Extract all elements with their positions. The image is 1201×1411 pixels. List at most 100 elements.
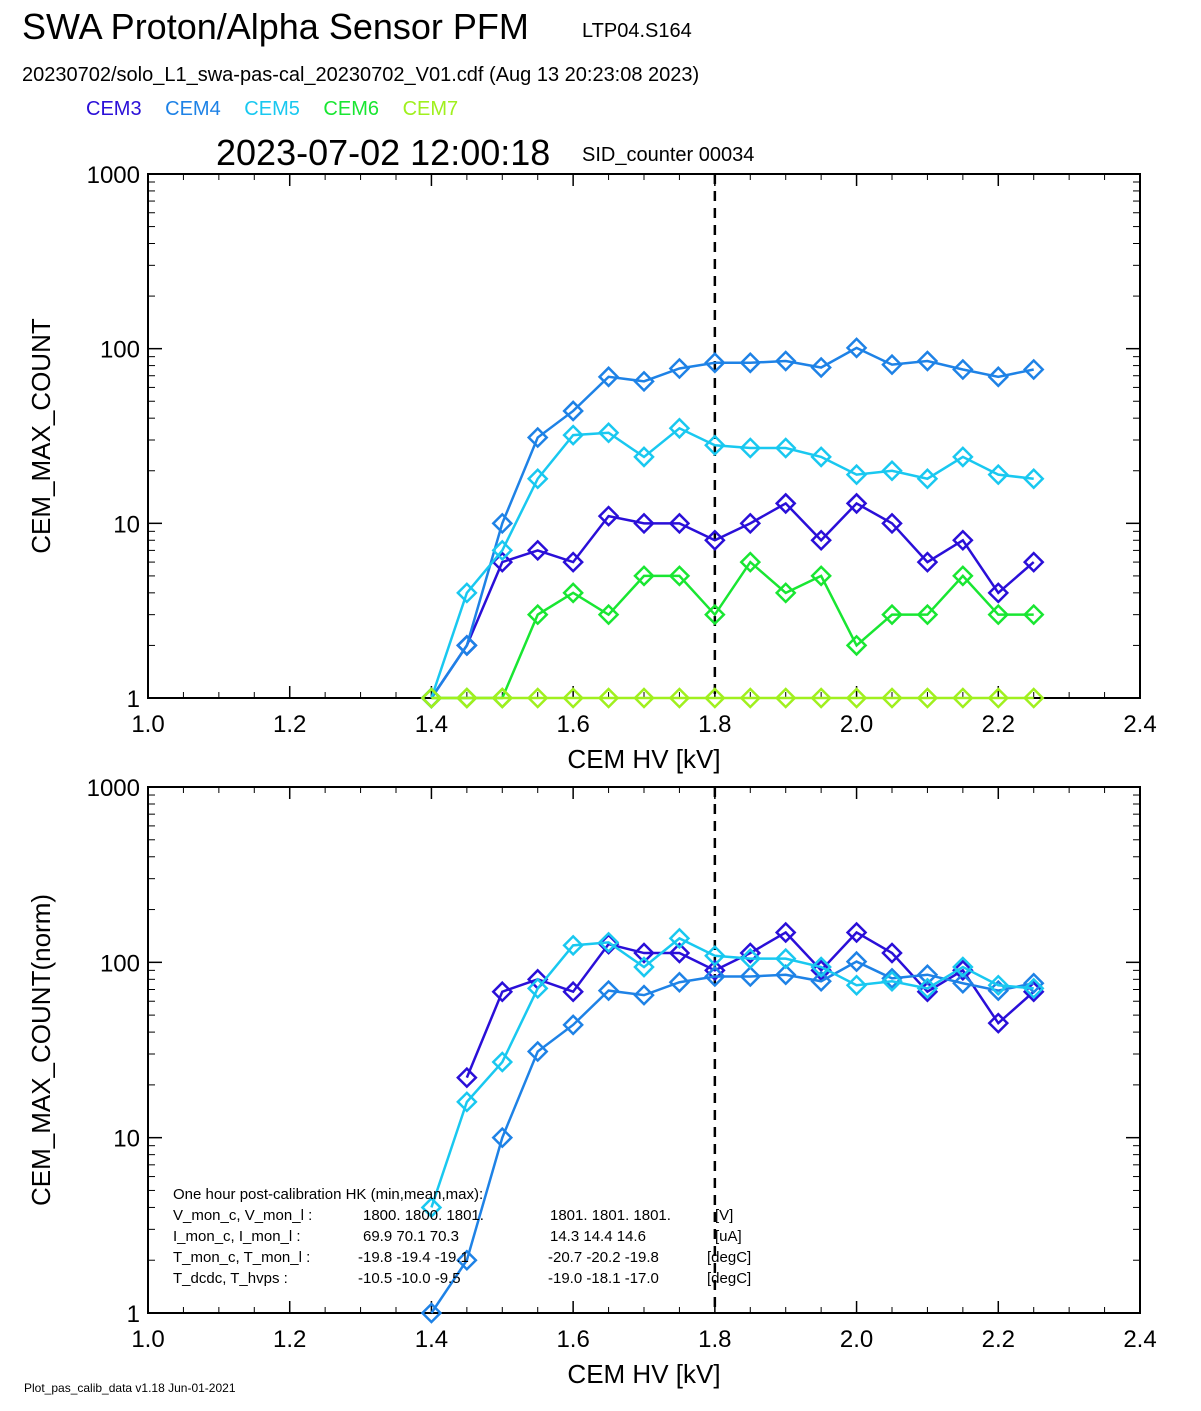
legend-item-cem5: CEM5 (244, 98, 300, 120)
data-point (739, 512, 762, 535)
data-point (562, 582, 584, 604)
data-point (526, 687, 549, 709)
hk-row-label: V_mon_c, V_mon_l : (173, 1207, 312, 1224)
data-point (952, 446, 974, 468)
hk-title: One hour post-calibration HK (min,mean,m… (173, 1186, 483, 1203)
data-point (739, 437, 762, 459)
data-point (633, 984, 655, 1006)
y-tick-label: 1000 (87, 162, 140, 189)
data-point (456, 634, 478, 657)
data-point (987, 687, 1010, 709)
data-point (704, 529, 726, 552)
y-tick-label: 1 (127, 1301, 140, 1328)
timestamp: 2023-07-02 12:00:18 (216, 132, 551, 173)
hk-row-c: 1800. 1800. 1801. (363, 1207, 484, 1224)
series-cem7 (420, 687, 1045, 709)
x-axis-label: CEM HV [kV] (567, 744, 720, 774)
data-point (456, 1249, 478, 1271)
data-point (987, 603, 1010, 626)
data-point (881, 603, 903, 626)
file-info: 20230702/solo_L1_swa-pas-cal_20230702_V0… (22, 64, 700, 86)
data-point (881, 512, 903, 535)
data-point (633, 446, 655, 468)
data-point (810, 356, 832, 379)
data-point (810, 687, 832, 709)
top-plot: 1.0 1.2 1.4 1.6 1.8 2.0 2.2 2.4 1 10 100 1000 CEM HV… (26, 162, 1157, 774)
data-point (456, 1091, 478, 1113)
x-tick-label: 1.2 (273, 1326, 306, 1353)
y-tick-label: 100 (100, 950, 140, 977)
data-point (562, 400, 584, 422)
hk-row-label: I_mon_c, I_mon_l : (173, 1228, 301, 1245)
data-point (491, 539, 514, 562)
series-line (430, 936, 1034, 1208)
data-point (739, 965, 762, 988)
data-point (562, 551, 584, 573)
instrument-id: LTP04.S164 (582, 20, 692, 42)
data-point (562, 934, 584, 957)
data-point (810, 446, 832, 468)
hk-row-unit: [degC] (707, 1249, 751, 1266)
data-point (668, 512, 691, 535)
x-tick-label: 1.0 (131, 711, 164, 738)
data-point (952, 959, 974, 982)
data-point (633, 942, 655, 964)
data-point (704, 352, 726, 374)
x-tick-label: 1.0 (131, 1326, 164, 1353)
data-point (881, 942, 903, 964)
data-point (1022, 977, 1045, 1000)
y-tick-label: 10 (113, 511, 140, 538)
hk-row-l: 1801. 1801. 1801. (550, 1207, 671, 1224)
data-point (916, 687, 939, 709)
hk-row-unit: [V] (715, 1207, 733, 1224)
data-point (952, 972, 974, 994)
data-point (704, 687, 726, 709)
data-point (526, 977, 549, 1000)
data-point (845, 921, 868, 944)
bottom-plot: 1.0 1.2 1.4 1.6 1.8 2.0 2.2 2.4 1 10 100 1000 CEM HV… (26, 775, 1157, 1389)
data-point (774, 687, 797, 709)
data-point (633, 565, 655, 587)
data-point (916, 467, 939, 490)
legend-item-cem6: CEM6 (323, 98, 379, 120)
x-tick-label: 1.6 (556, 1326, 589, 1353)
y-axis-label: CEM_MAX_COUNT (26, 318, 56, 554)
y-tick-label: 100 (100, 337, 140, 364)
data-point (987, 366, 1010, 388)
series-cem5 (420, 927, 1045, 1219)
data-point (916, 963, 939, 986)
data-point (491, 512, 514, 535)
x-tick-label: 2.2 (982, 711, 1015, 738)
data-point (916, 551, 939, 573)
series-cem4 (420, 950, 1045, 1324)
data-point (916, 350, 939, 372)
hk-row-unit: [degC] (707, 1270, 751, 1287)
data-point (881, 687, 903, 709)
y-axis-label: CEM_MAX_COUNT(norm) (26, 894, 56, 1206)
data-point (526, 1040, 549, 1063)
hk-info-box: One hour post-calibration HK (min,mean,m… (173, 1186, 751, 1287)
hk-row-c: -19.8 -19.4 -19.1 (358, 1249, 469, 1266)
data-point (952, 687, 974, 709)
data-point (597, 603, 620, 626)
data-point (704, 603, 726, 626)
data-point (597, 687, 620, 709)
hk-row-label: T_mon_c, T_mon_l : (173, 1249, 310, 1266)
data-point (704, 965, 726, 988)
x-tick-label: 1.2 (273, 711, 306, 738)
x-tick-label: 2.0 (840, 1326, 873, 1353)
data-point (739, 352, 762, 374)
legend: CEM3 CEM4 CEM5 CEM6 CEM7 (86, 98, 476, 121)
series-line (430, 501, 1035, 699)
data-point (774, 350, 797, 372)
sid-counter: SID_counter 00034 (582, 144, 755, 166)
legend-item-cem7: CEM7 (402, 98, 459, 120)
data-point (810, 565, 832, 587)
data-point (420, 1196, 443, 1219)
data-point (1022, 687, 1045, 709)
data-point (456, 582, 478, 604)
data-point (491, 980, 514, 1003)
data-point (845, 337, 868, 359)
data-point (739, 551, 762, 573)
